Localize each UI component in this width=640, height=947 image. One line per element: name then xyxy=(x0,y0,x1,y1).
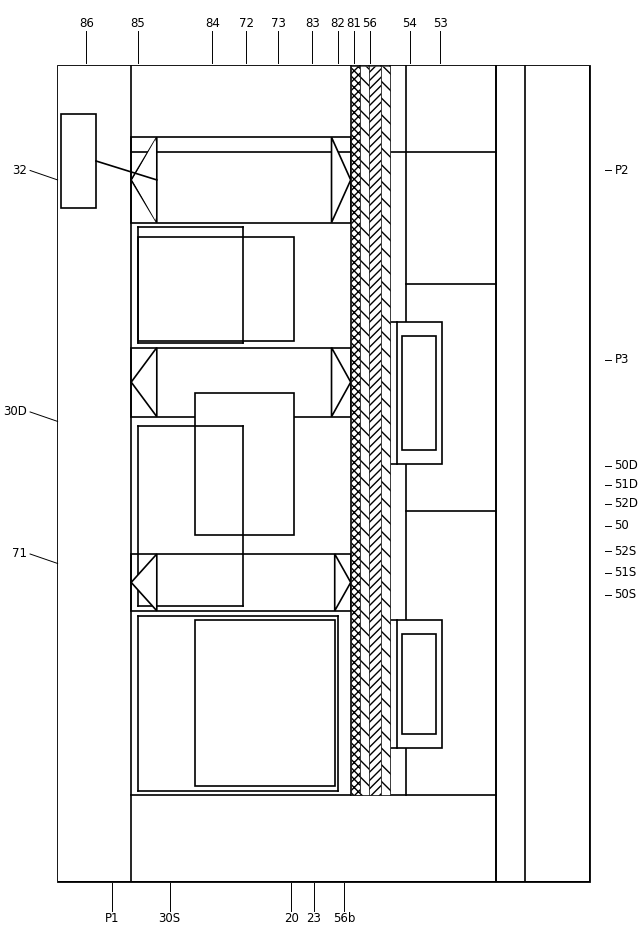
Bar xyxy=(496,66,525,881)
Bar xyxy=(131,66,496,152)
Bar xyxy=(399,623,440,745)
Bar xyxy=(406,284,496,511)
Text: 85: 85 xyxy=(130,17,145,30)
Text: 56: 56 xyxy=(362,17,378,30)
Bar xyxy=(197,623,333,783)
Bar xyxy=(381,66,390,795)
Bar xyxy=(525,66,589,881)
Bar xyxy=(131,348,351,417)
Text: 51S: 51S xyxy=(614,566,637,580)
Bar xyxy=(138,237,294,341)
Text: P3: P3 xyxy=(614,353,628,366)
Text: 53: 53 xyxy=(433,17,448,30)
Bar xyxy=(402,336,436,450)
Polygon shape xyxy=(332,137,351,223)
Bar xyxy=(406,511,496,795)
Text: 72: 72 xyxy=(239,17,254,30)
Bar xyxy=(195,620,335,786)
Text: 73: 73 xyxy=(271,17,286,30)
Text: 83: 83 xyxy=(305,17,320,30)
Text: 50S: 50S xyxy=(614,588,637,601)
Text: 52S: 52S xyxy=(614,545,637,558)
Bar xyxy=(58,66,131,881)
Bar xyxy=(140,240,292,338)
Bar xyxy=(132,139,349,221)
Text: 86: 86 xyxy=(79,17,94,30)
Bar xyxy=(402,634,436,734)
Polygon shape xyxy=(131,348,157,417)
Text: 82: 82 xyxy=(330,17,346,30)
Text: 54: 54 xyxy=(402,17,417,30)
Bar xyxy=(397,620,442,748)
Text: 84: 84 xyxy=(205,17,220,30)
Bar xyxy=(197,396,292,532)
Text: 23: 23 xyxy=(306,912,321,925)
Text: 50D: 50D xyxy=(614,459,638,473)
Text: 52D: 52D xyxy=(614,497,639,510)
Text: 56b: 56b xyxy=(333,912,355,925)
Bar xyxy=(132,349,349,415)
Text: 32: 32 xyxy=(12,164,27,177)
Polygon shape xyxy=(332,348,351,417)
Bar xyxy=(131,152,351,795)
Text: 81: 81 xyxy=(346,17,362,30)
Text: 71: 71 xyxy=(12,547,27,561)
Bar xyxy=(369,66,381,795)
Text: P2: P2 xyxy=(614,164,629,177)
Text: 20: 20 xyxy=(284,912,299,925)
Bar xyxy=(397,322,442,464)
Bar xyxy=(63,116,94,205)
Bar xyxy=(399,325,440,461)
Text: 30D: 30D xyxy=(3,405,27,419)
Bar xyxy=(404,339,435,447)
Text: 51D: 51D xyxy=(614,478,639,491)
Bar xyxy=(61,114,96,208)
Polygon shape xyxy=(132,139,156,221)
Bar xyxy=(58,66,589,881)
Text: 30S: 30S xyxy=(159,912,180,925)
Bar xyxy=(195,393,294,535)
Text: 50: 50 xyxy=(614,519,629,532)
Bar xyxy=(131,554,351,611)
Bar xyxy=(131,137,351,223)
Bar xyxy=(351,66,360,795)
Bar xyxy=(406,66,496,284)
Text: P1: P1 xyxy=(105,912,119,925)
Bar xyxy=(140,230,241,340)
Bar xyxy=(131,795,496,881)
Bar xyxy=(360,66,369,795)
Polygon shape xyxy=(131,554,157,611)
Bar xyxy=(404,637,435,731)
Bar xyxy=(132,556,349,609)
Polygon shape xyxy=(131,137,157,223)
Polygon shape xyxy=(335,554,351,611)
